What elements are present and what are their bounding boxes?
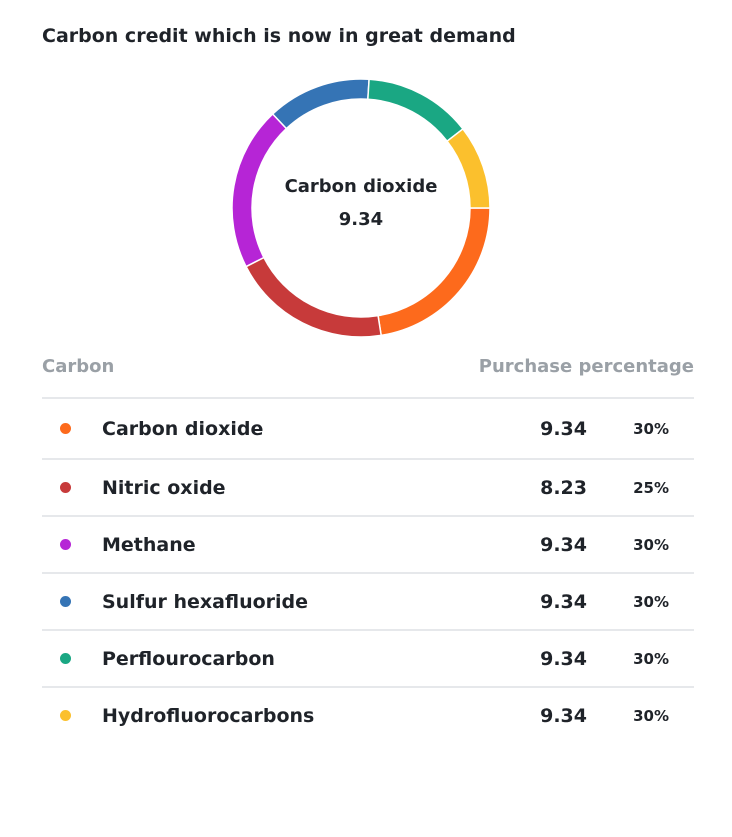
row-value: 9.34: [540, 533, 587, 556]
row-name: Methane: [102, 533, 196, 556]
row-percent: 25%: [633, 478, 669, 497]
legend-table: Carbon dioxide 9.34 30% Nitric oxide 8.2…: [42, 397, 694, 743]
row-percent: 30%: [633, 535, 669, 554]
row-value: 9.34: [540, 647, 587, 670]
row-name: Perflourocarbon: [102, 647, 275, 670]
chart-title: Carbon credit which is now in great dema…: [42, 25, 516, 47]
legend-dot: [60, 652, 71, 664]
header-purchase-percentage: Purchase percentage: [478, 356, 694, 377]
table-row[interactable]: Perflourocarbon 9.34 30%: [42, 629, 694, 686]
donut-center-label: Carbon dioxide: [284, 176, 438, 197]
row-percent: 30%: [633, 706, 669, 725]
table-header: Carbon Purchase percentage: [42, 356, 694, 382]
table-row[interactable]: Carbon dioxide 9.34 30%: [42, 397, 694, 458]
row-percent: 30%: [633, 419, 669, 438]
row-name: Carbon dioxide: [102, 417, 264, 440]
donut-slice-perflourocarbon[interactable]: [367, 78, 464, 143]
legend-dot: [60, 422, 71, 434]
row-percent: 30%: [633, 649, 669, 668]
donut-slice-nitric-oxide[interactable]: [245, 256, 383, 338]
legend-dot: [60, 595, 71, 607]
table-row[interactable]: Sulfur hexafluoride 9.34 30%: [42, 572, 694, 629]
row-value: 8.23: [540, 476, 587, 499]
table-row[interactable]: Methane 9.34 30%: [42, 515, 694, 572]
row-value: 9.34: [540, 590, 587, 613]
row-name: Nitric oxide: [102, 476, 226, 499]
donut-slice-sulfur-hexafluoride[interactable]: [271, 78, 370, 130]
row-value: 9.34: [540, 417, 587, 440]
donut-chart: Carbon dioxide 9.34: [229, 78, 493, 338]
row-value: 9.34: [540, 704, 587, 727]
donut-slice-hydrofluorocarbons[interactable]: [446, 127, 491, 209]
legend-dot: [60, 709, 71, 721]
header-carbon: Carbon: [42, 356, 115, 377]
legend-dot: [60, 481, 71, 493]
table-row[interactable]: Nitric oxide 8.23 25%: [42, 458, 694, 515]
row-name: Sulfur hexafluoride: [102, 590, 309, 613]
row-name: Hydrofluorocarbons: [102, 704, 315, 727]
table-row[interactable]: Hydrofluorocarbons 9.34 30%: [42, 686, 694, 743]
donut-svg: [231, 78, 491, 338]
row-percent: 30%: [633, 592, 669, 611]
donut-center-value: 9.34: [338, 209, 384, 230]
legend-dot: [60, 538, 71, 550]
